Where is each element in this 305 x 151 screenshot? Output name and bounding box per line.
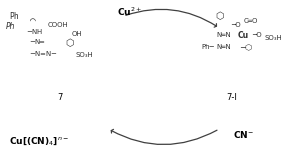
Text: Cu$^{2+}$: Cu$^{2+}$ — [117, 6, 142, 18]
Text: ─O: ─O — [231, 22, 241, 28]
Text: Ph: Ph — [9, 12, 19, 21]
Text: ⌒: ⌒ — [30, 16, 36, 25]
Text: SO₃H: SO₃H — [75, 52, 93, 58]
Text: ─O: ─O — [253, 32, 262, 39]
Text: COOH: COOH — [48, 22, 69, 28]
Text: Ph: Ph — [6, 22, 16, 31]
Text: SO₃H: SO₃H — [264, 35, 282, 41]
Text: $\!\!-\!\!$N$\!\!=\!\!$: $\!\!-\!\!$N$\!\!=\!\!$ — [30, 37, 46, 46]
Text: N═N: N═N — [217, 44, 231, 50]
Text: ⬡: ⬡ — [65, 38, 74, 48]
Text: ⬡: ⬡ — [215, 11, 224, 21]
Text: Cu: Cu — [238, 31, 249, 40]
Text: $\!\!-\!\!$N$\!=\!$N$\!\!-\!\!$: $\!\!-\!\!$N$\!=\!$N$\!\!-\!\!$ — [30, 49, 57, 58]
Text: OH: OH — [72, 31, 83, 37]
Text: N═N: N═N — [217, 32, 231, 39]
Text: 7: 7 — [57, 93, 63, 102]
Text: 7-I: 7-I — [226, 93, 237, 102]
Text: C═O: C═O — [243, 18, 258, 24]
Text: CN$^{-}$: CN$^{-}$ — [233, 129, 254, 140]
Text: Ph─: Ph─ — [201, 44, 214, 50]
Text: ─⬡: ─⬡ — [240, 43, 253, 52]
Text: $\!\!-\!\!$NH: $\!\!-\!\!$NH — [27, 27, 43, 35]
Text: Cu[(CN)$_4$]$^{n-}$: Cu[(CN)$_4$]$^{n-}$ — [9, 135, 69, 147]
